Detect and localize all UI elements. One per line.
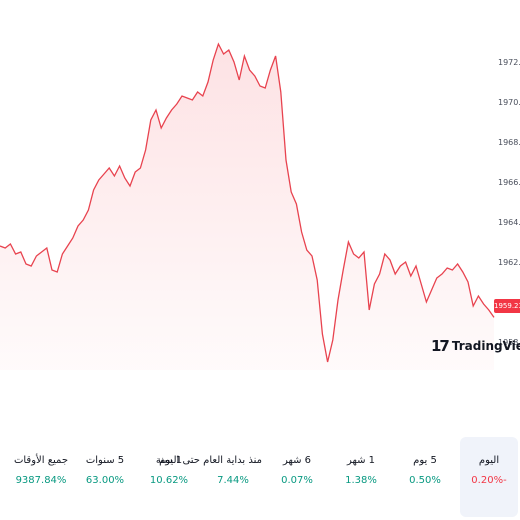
perf-label: 6 شهر [282, 455, 312, 466]
perf-label: اليوم [478, 455, 500, 466]
perf-value: 0.20%- [471, 475, 507, 486]
tab-5-days[interactable]: 5 يوم 0.50% [396, 437, 454, 517]
perf-value: 10.62% [149, 475, 189, 486]
tab-1-year[interactable]: 1 سنة 10.62% [140, 437, 198, 517]
chart-canvas[interactable]: 1972.00 1970.00 1968.00 1966.00 1964.00 1962.… [0, 0, 520, 380]
perf-value: 1.38% [345, 475, 377, 486]
tab-year-to-date[interactable]: منذ بداية العام حتى اليوم 7.44% [159, 437, 262, 517]
perf-value: 7.44% [217, 475, 249, 486]
perf-label: جميع الأوقات [13, 455, 69, 466]
perf-label: 1 سنة [155, 455, 183, 466]
y-tick-label: 1970.00 [498, 98, 520, 107]
tab-6-months[interactable]: 6 شهر 0.07% [268, 437, 326, 517]
perf-label: 5 سنوات [85, 455, 125, 466]
perf-value: 0.50% [409, 475, 441, 486]
tradingview-logo-icon: 17 [431, 337, 450, 355]
tab-all-time[interactable]: جميع الأوقات 9387.84% [12, 437, 70, 517]
perf-label: 1 شهر [346, 455, 376, 466]
tab-5-years[interactable]: 5 سنوات 63.00% [76, 437, 134, 517]
tab-1-day[interactable]: اليوم 0.20%- [460, 437, 518, 517]
perf-value: 0.07% [281, 475, 313, 486]
performance-tabs: اليوم 0.20%- 5 يوم 0.50% 1 شهر 1.38% 6 ش… [0, 437, 520, 517]
perf-value: 63.00% [85, 475, 125, 486]
y-tick-label: 1964.00 [498, 218, 520, 227]
perf-value: 9387.84% [15, 475, 67, 486]
perf-label: منذ بداية العام حتى اليوم [159, 455, 262, 466]
price-chart[interactable]: 1972.00 1970.00 1968.00 1966.00 1964.00 1962.… [0, 0, 520, 380]
y-tick-label: 1962.00 [498, 258, 520, 267]
y-tick-label: 1958.00 [498, 338, 520, 347]
last-price-label: 1959.23 [494, 299, 520, 313]
tradingview-logo-text: TradingView [451, 339, 520, 353]
tradingview-logo[interactable]: 17 TradingView [431, 337, 520, 355]
y-tick-label: 1972.00 [498, 58, 520, 67]
perf-label: 5 يوم [413, 455, 437, 466]
tab-1-month[interactable]: 1 شهر 1.38% [332, 437, 390, 517]
y-tick-label: 1966.00 [498, 178, 520, 187]
price-line [0, 42, 495, 363]
price-area-fill [0, 44, 494, 370]
y-tick-label: 1968.00 [498, 138, 520, 147]
